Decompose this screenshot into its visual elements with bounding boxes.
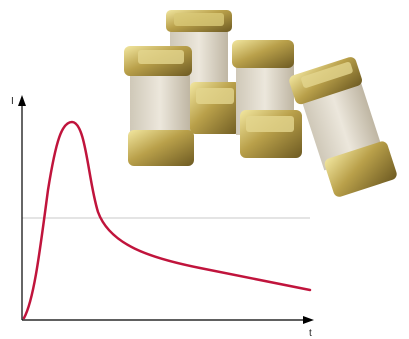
fuse <box>124 46 194 166</box>
x-axis-arrow <box>303 316 314 324</box>
fuse <box>190 82 240 134</box>
fuse-photo <box>124 10 397 197</box>
y-axis-arrow <box>18 95 26 106</box>
x-axis-label: t <box>309 328 312 339</box>
fuse <box>232 40 302 158</box>
fuse <box>289 57 397 197</box>
current-curve <box>22 120 312 320</box>
sketch-chart: I t <box>11 95 314 339</box>
y-axis-label: I <box>11 96 14 107</box>
